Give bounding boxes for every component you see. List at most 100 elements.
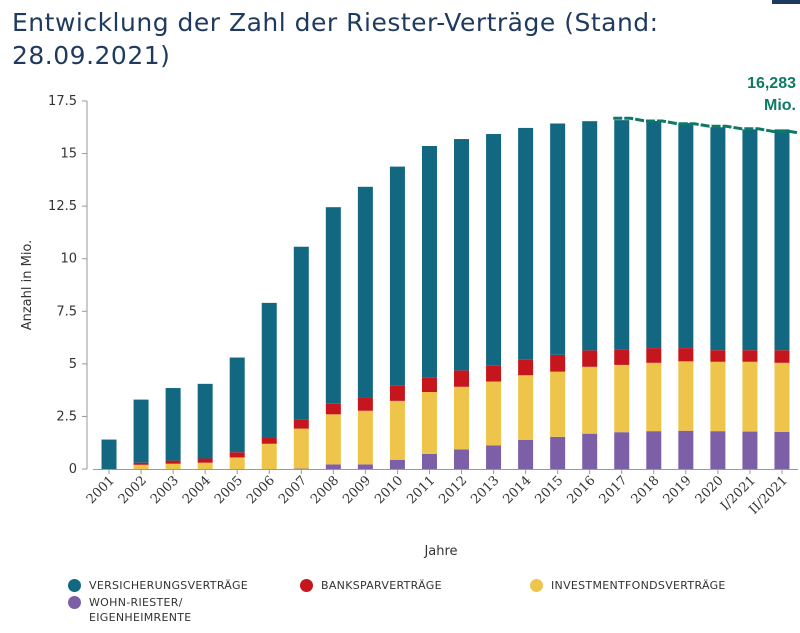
bar-segment[interactable] — [582, 433, 598, 469]
x-tick-label: 2016 — [565, 473, 599, 507]
bar-segment[interactable] — [421, 392, 437, 454]
bar-segment[interactable] — [229, 452, 245, 458]
bar-segment[interactable] — [357, 464, 373, 469]
y-tick-label: 15 — [60, 147, 77, 162]
bar-segment[interactable] — [421, 453, 437, 469]
bar-segment[interactable] — [133, 462, 149, 465]
total-annotation-value: 16,283 — [747, 75, 796, 92]
legend-item-versicherung[interactable]: VERSICHERUNGSVERTRÄGE — [68, 578, 248, 593]
bar-segment[interactable] — [742, 361, 758, 432]
bar-segment[interactable] — [550, 436, 566, 469]
bar-segment[interactable] — [293, 428, 309, 469]
bar-segment[interactable] — [774, 431, 790, 469]
bar-segment[interactable] — [678, 348, 694, 362]
bar-segment[interactable] — [486, 134, 502, 366]
bar-segment[interactable] — [325, 207, 341, 404]
y-tick-label: 17.5 — [48, 94, 77, 109]
total-annotation-unit: Mio. — [764, 97, 796, 114]
y-tick-label: 2.5 — [56, 409, 77, 424]
bar-segment[interactable] — [614, 349, 630, 365]
bar-segment[interactable] — [261, 437, 277, 444]
bar-segment[interactable] — [261, 443, 277, 469]
x-axis-label: Jahre — [423, 544, 457, 559]
bar-segment[interactable] — [518, 375, 534, 440]
bar-segment[interactable] — [165, 463, 181, 469]
legend-item-wohnriester[interactable]: WOHN-RIESTER/ EIGENHEIMRENTE — [68, 595, 192, 625]
bar-segment[interactable] — [486, 365, 502, 382]
bar-segment[interactable] — [582, 350, 598, 367]
bar-segment[interactable] — [165, 388, 181, 461]
bar-segment[interactable] — [742, 350, 758, 362]
bar-segment[interactable] — [229, 357, 245, 453]
bar-segment[interactable] — [454, 370, 470, 387]
bar-segment[interactable] — [197, 462, 213, 469]
bar-segment[interactable] — [486, 381, 502, 446]
bar-segment[interactable] — [293, 246, 309, 420]
chart-legend: VERSICHERUNGSVERTRÄGE BANKSPARVERTRÄGE I… — [68, 578, 788, 628]
bar-segment[interactable] — [678, 123, 694, 349]
y-tick-label: 12.5 — [48, 199, 77, 214]
x-tick-label: 2012 — [436, 473, 470, 507]
bar-segment[interactable] — [518, 439, 534, 469]
bar-segment[interactable] — [357, 397, 373, 411]
bar-segment[interactable] — [614, 364, 630, 433]
bar-segment[interactable] — [357, 410, 373, 465]
bar-segment[interactable] — [678, 361, 694, 431]
bar-segment[interactable] — [550, 371, 566, 437]
bar-segment[interactable] — [293, 419, 309, 429]
bar-segment[interactable] — [454, 139, 470, 371]
bar-segment[interactable] — [357, 186, 373, 398]
bar-segment[interactable] — [614, 432, 630, 469]
x-tick-label: 2004 — [180, 473, 214, 507]
bar-segment[interactable] — [389, 459, 405, 469]
bar-segment[interactable] — [742, 129, 758, 351]
bar-segment[interactable] — [454, 386, 470, 450]
bar-segment[interactable] — [550, 354, 566, 372]
bar-segment[interactable] — [229, 457, 245, 469]
bar-segment[interactable] — [454, 449, 470, 469]
x-tick-label: 2010 — [372, 473, 406, 507]
bar-segment[interactable] — [646, 120, 662, 349]
bar-segment[interactable] — [325, 414, 341, 465]
bar-segment[interactable] — [389, 166, 405, 386]
bar-segment[interactable] — [646, 348, 662, 363]
bar-segment[interactable] — [614, 120, 630, 350]
legend-item-investmentfonds[interactable]: INVESTMENTFONDSVERTRÄGE — [530, 578, 726, 593]
x-tick-label: 2011 — [404, 473, 438, 507]
bar-segment[interactable] — [774, 350, 790, 363]
bar-segment[interactable] — [486, 445, 502, 469]
bar-segment[interactable] — [646, 362, 662, 432]
bar-segment[interactable] — [774, 129, 790, 351]
bar-segment[interactable] — [133, 399, 149, 463]
bar-segment[interactable] — [421, 377, 437, 393]
bar-segment[interactable] — [325, 464, 341, 469]
bar-segment[interactable] — [582, 366, 598, 434]
bar-segment[interactable] — [710, 350, 726, 362]
bar-segment[interactable] — [710, 431, 726, 469]
bar-segment[interactable] — [197, 458, 213, 463]
bar-segment[interactable] — [710, 361, 726, 432]
bar-segment[interactable] — [646, 431, 662, 469]
bar-segment[interactable] — [742, 431, 758, 469]
bar-segment[interactable] — [197, 383, 213, 459]
legend-item-banksparen[interactable]: BANKSPARVERTRÄGE — [300, 578, 442, 593]
bar-segment[interactable] — [518, 359, 534, 376]
legend-swatch-banksparen — [300, 579, 313, 592]
bar-segment[interactable] — [518, 127, 534, 360]
bar-segment[interactable] — [550, 123, 566, 355]
bar-segment[interactable] — [133, 464, 149, 469]
bar-segment[interactable] — [389, 400, 405, 460]
bar-segment[interactable] — [261, 302, 277, 438]
bar-segment[interactable] — [101, 439, 117, 469]
bar-segment[interactable] — [678, 430, 694, 469]
bar-segment[interactable] — [774, 362, 790, 432]
bar-segment[interactable] — [325, 403, 341, 415]
chart-title: Entwicklung der Zahl der Riester-Verträg… — [12, 8, 659, 70]
x-tick-label: 2001 — [84, 473, 118, 507]
bar-segment[interactable] — [165, 460, 181, 464]
bar-segment[interactable] — [421, 146, 437, 378]
bar-segment[interactable] — [389, 385, 405, 401]
bar-segment[interactable] — [582, 121, 598, 351]
x-tick-label: 2009 — [340, 473, 374, 507]
bar-segment[interactable] — [710, 127, 726, 351]
